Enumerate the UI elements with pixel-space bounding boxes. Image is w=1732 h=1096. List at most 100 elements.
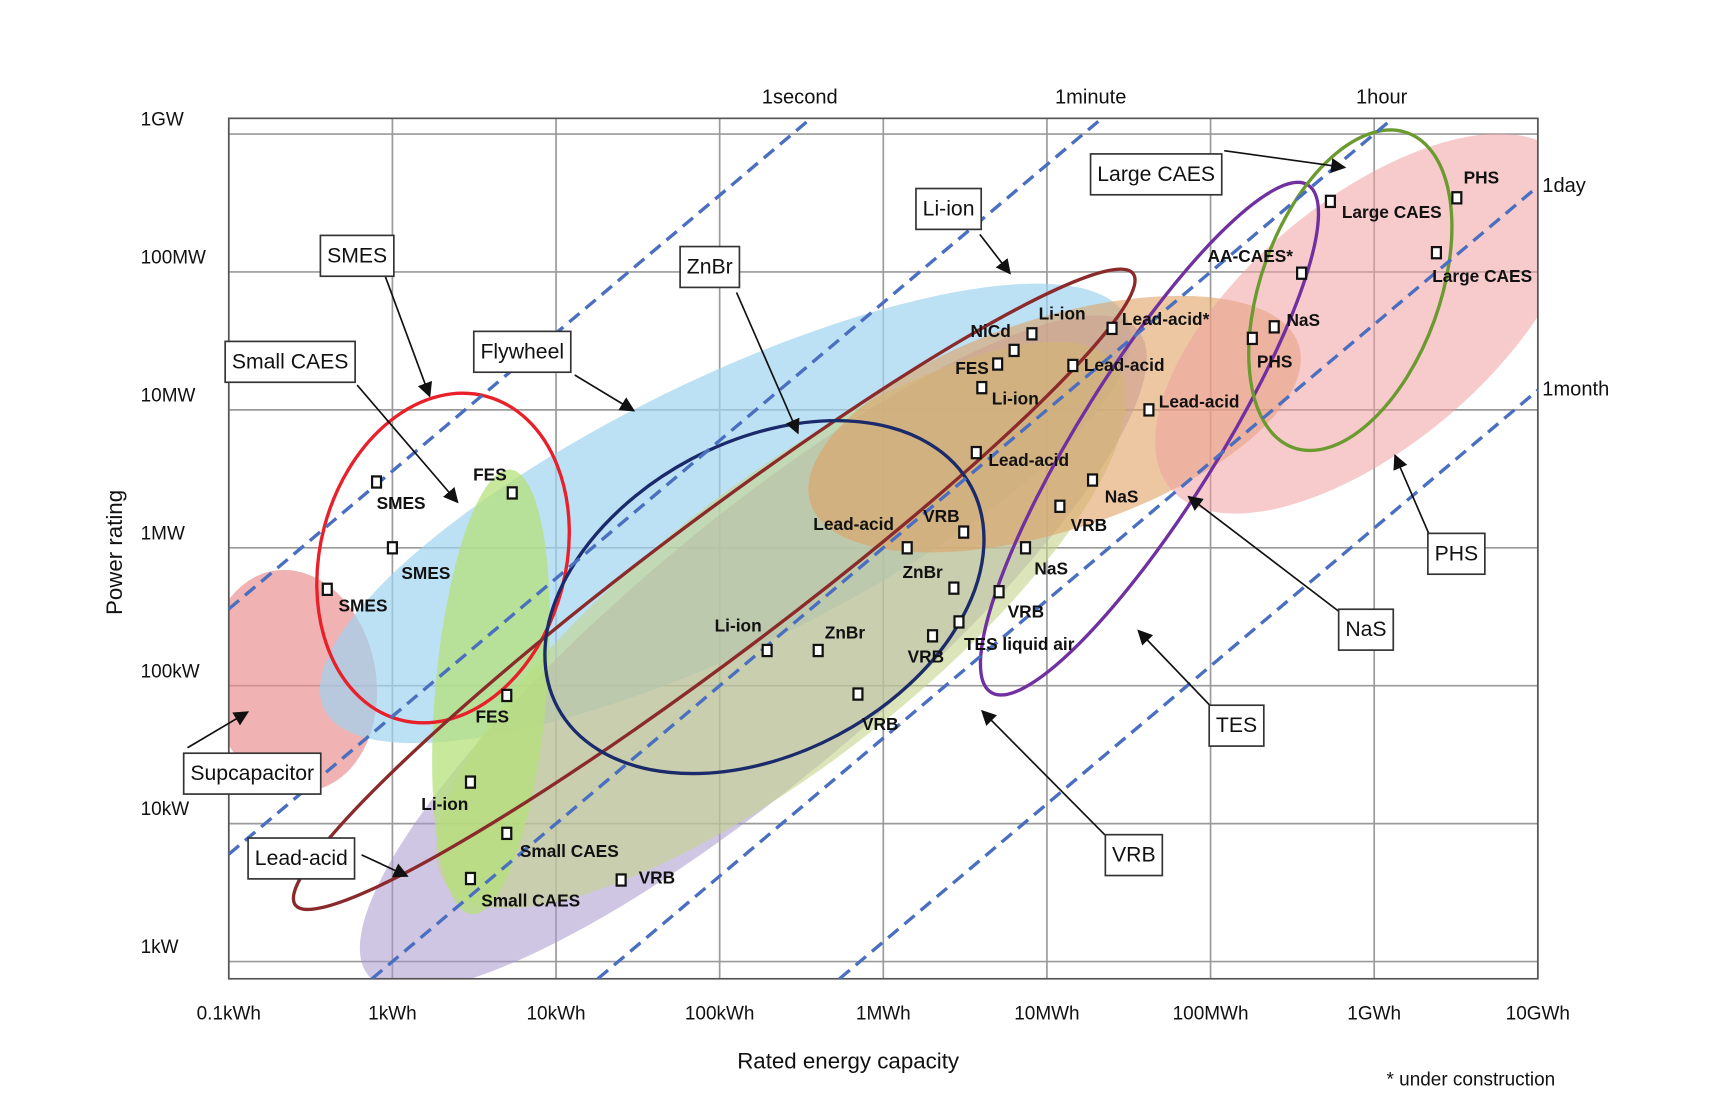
point-label: NaS (1286, 310, 1320, 330)
point-label: FES (473, 465, 507, 485)
y-tick-label: 10kW (141, 799, 190, 820)
point (321, 582, 333, 597)
x-tick-label: 100kWh (685, 1003, 755, 1024)
y-tick-label: 1MW (141, 523, 185, 544)
point (1086, 473, 1099, 487)
footnote: * under construction (1387, 1069, 1556, 1090)
region-small-caes (432, 469, 550, 915)
arrow (981, 709, 1106, 836)
arrow (361, 854, 409, 878)
point-label: VRB (923, 506, 960, 526)
point (501, 826, 513, 841)
plot-frame (227, 117, 1539, 980)
point-label: VRB (1071, 515, 1108, 535)
region-label: NaS (1345, 618, 1386, 641)
duration-label: 1hour (1356, 87, 1408, 109)
duration-label: 1month (1542, 379, 1609, 401)
arrow (187, 711, 250, 749)
point (958, 525, 970, 539)
point (1008, 343, 1020, 358)
region-label: Small CAES (232, 350, 349, 373)
region-label: Li-ion (923, 197, 975, 220)
region-label: Flywheel (480, 340, 564, 363)
point-label: VRB (908, 647, 945, 667)
region-label: Supcapacitor (190, 762, 314, 785)
point-label: Small CAES (520, 841, 619, 861)
regions (228, 128, 1538, 979)
point (901, 541, 913, 555)
point (992, 357, 1004, 371)
point (1296, 266, 1308, 280)
region-supercapacitor (228, 569, 378, 792)
point-label: ZnBr (902, 562, 943, 582)
point (1246, 331, 1258, 346)
region-labels: SMES Small CAES Flywheel ZnBr Li-ion Large CA… (182, 153, 1486, 880)
point-label: VRB (1008, 602, 1044, 622)
point (464, 871, 477, 886)
point (1067, 358, 1079, 373)
point (1143, 403, 1155, 417)
point (1106, 321, 1118, 336)
y-tick-label: 1GW (141, 110, 184, 131)
region-label-box (247, 837, 356, 880)
point-label: FES (955, 358, 989, 378)
point (761, 643, 773, 658)
point (506, 486, 518, 500)
x-tick-label: 1MWh (856, 1003, 911, 1024)
point (370, 475, 383, 489)
region-label: PHS (1435, 542, 1479, 565)
duration-line (838, 388, 1539, 981)
region-label: Lead-acid (255, 847, 348, 870)
arrow (1137, 629, 1215, 711)
region-label: VRB (1112, 844, 1156, 867)
point (1026, 327, 1038, 341)
point-label: Li-ion (1039, 303, 1086, 323)
point-label: Lead-acid* (1122, 309, 1210, 329)
arrow (356, 384, 459, 504)
point (1019, 541, 1032, 555)
point-label: TES liquid air (964, 634, 1075, 654)
point (386, 541, 398, 555)
x-tick-label: 1kWh (368, 1003, 417, 1024)
point-label: Lead-acid (1159, 392, 1240, 412)
x-tick-label: 10GWh (1506, 1003, 1570, 1024)
x-tick-label: 10kWh (527, 1003, 586, 1024)
point-label: PHS (1464, 167, 1500, 187)
point-label: Lead-acid (988, 450, 1069, 470)
arrow (1224, 149, 1347, 174)
x-tick-label: 10MWh (1014, 1003, 1079, 1024)
point-label: SMES (377, 493, 426, 513)
arrow (979, 233, 1011, 275)
point (970, 445, 982, 460)
point-label: NiCd (970, 321, 1010, 341)
y-tick-label: 100MW (141, 248, 206, 269)
duration-label: 1minute (1055, 87, 1126, 109)
point-label: Large CAES (1342, 202, 1442, 222)
point-label: FES (475, 706, 509, 726)
point (1451, 191, 1463, 205)
point (1268, 320, 1280, 334)
region-label-box (1208, 704, 1265, 747)
region-label-box (679, 245, 741, 289)
arrow (384, 275, 433, 398)
y-tick-label: 1kW (141, 937, 179, 958)
region-label-box (182, 752, 322, 795)
point-label: Li-ion (992, 388, 1039, 408)
point (464, 775, 477, 789)
region-label-box (224, 340, 356, 384)
arrow (735, 292, 800, 435)
point-label: VRB (862, 714, 899, 734)
region-label: Large CAES (1097, 163, 1215, 186)
point-label: Lead-acid (813, 514, 894, 534)
arrow (574, 374, 636, 412)
region-label-box (1104, 833, 1164, 877)
point (953, 615, 965, 629)
duration-line (370, 117, 1394, 981)
point-label: Li-ion (421, 794, 468, 814)
arrows (187, 149, 1432, 878)
y-axis-title: Power rating (102, 490, 127, 615)
point (926, 629, 939, 643)
point (852, 687, 864, 701)
point-label: NaS (1034, 559, 1068, 579)
